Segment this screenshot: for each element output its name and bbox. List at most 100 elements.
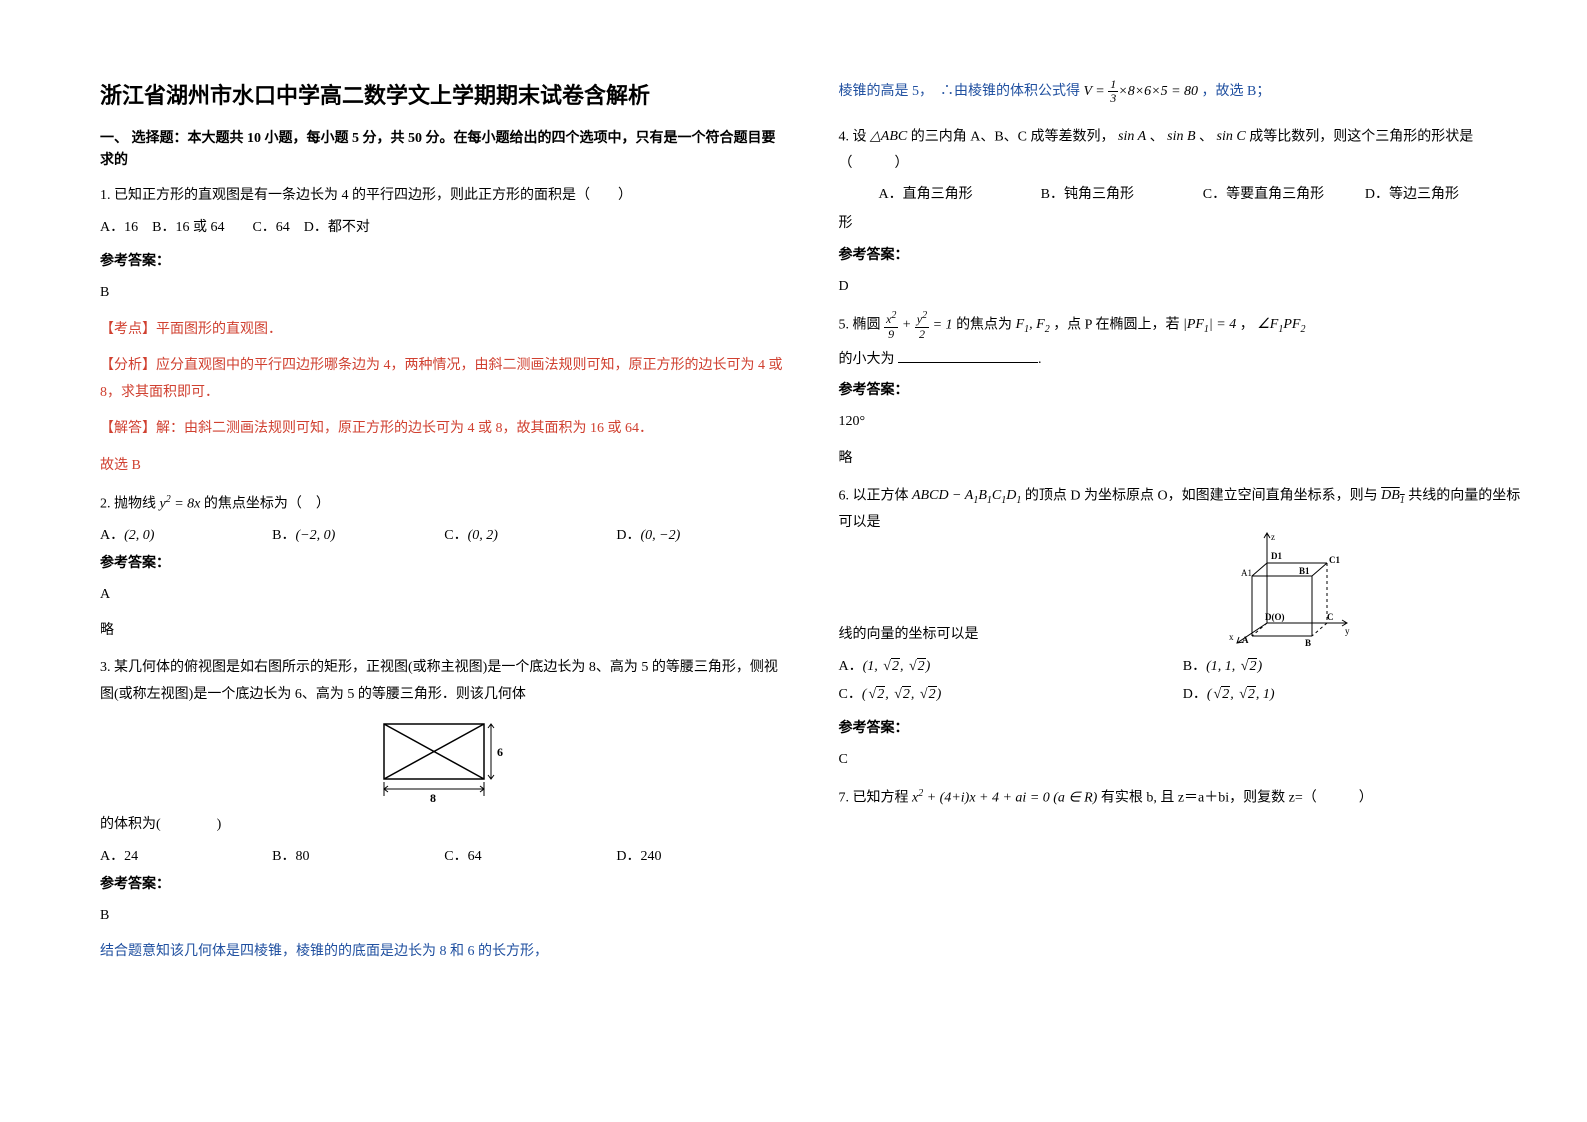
q2-opt-c: C．(0, 2) bbox=[444, 524, 616, 544]
q5-answer-label: 参考答案： bbox=[839, 379, 1528, 399]
q3-analysis: 结合题意知该几何体是四棱锥，棱锥的的底面是边长为 8 和 6 的长方形， bbox=[100, 939, 789, 966]
q4-sinA: sin A bbox=[1118, 124, 1146, 151]
q6-opt-d: D．(2, 2, 1) bbox=[1183, 683, 1527, 703]
section-1-header: 一、 选择题：本大题共 10 小题，每小题 5 分，共 50 分。在每小题给出的… bbox=[100, 128, 789, 173]
q6-line2: 线的向量的坐标可以是 bbox=[839, 622, 1528, 649]
svg-text:z: z bbox=[1271, 532, 1275, 542]
q2-answer-label: 参考答案： bbox=[100, 552, 789, 572]
q2-opt-b: B．(−2, 0) bbox=[272, 524, 444, 544]
q1-analysis-1: 【考点】平面图形的直观图． bbox=[100, 317, 789, 344]
col2-line1-b: ，故选 B； bbox=[1202, 84, 1271, 99]
q3-options: A．24 B．80 C．64 D．240 bbox=[100, 845, 789, 865]
q5-t4: ， bbox=[1240, 318, 1254, 333]
q4-opt-c: C．等要直角三角形 bbox=[1203, 183, 1365, 203]
q4-t2: 的三内角 A、B、C 成等差数列， bbox=[911, 129, 1115, 144]
svg-text:C1: C1 bbox=[1329, 555, 1340, 565]
q6-opt-b: B．(1, 1, 2) bbox=[1183, 655, 1527, 675]
svg-text:D(O): D(O) bbox=[1265, 612, 1285, 622]
q4-opt-b: B．钝角三角形 bbox=[1041, 183, 1203, 203]
q3-answer-letter: B bbox=[100, 903, 789, 930]
svg-text:D1: D1 bbox=[1271, 551, 1282, 561]
q6-opt-c: C．(2, 2, 2) bbox=[839, 683, 1183, 703]
q3-opt-d: D．240 bbox=[616, 845, 788, 865]
q5-cond: |PF1| = 4 bbox=[1183, 312, 1236, 339]
q7-formula: x2 + (4+i)x + 4 + ai = 0 (a ∈ R) bbox=[912, 784, 1097, 812]
left-column: 浙江省湖州市水口中学高二数学文上学期期末试卷含解析 一、 选择题：本大题共 10… bbox=[100, 78, 789, 976]
svg-text:B: B bbox=[1305, 638, 1311, 648]
q4-answer-letter: D bbox=[839, 274, 1528, 301]
q6-text: 6. 以正方体 ABCD − A1B1C1D1 的顶点 D 为坐标原点 O，如图… bbox=[839, 483, 1528, 537]
q5-t5: 的小大为 bbox=[839, 352, 895, 367]
svg-text:A: A bbox=[1242, 635, 1249, 645]
q1-options: A．16 B．16 或 64 C．64 D．都不对 bbox=[100, 215, 789, 242]
q5-blank-line: 的小大为 . bbox=[839, 347, 1528, 374]
q3-answer-label: 参考答案： bbox=[100, 873, 789, 893]
q7-t2: 有实根 b, 且 z＝a＋bi，则复数 z=（ ） bbox=[1101, 790, 1373, 805]
q1-analysis-3: 【解答】解：由斜二测画法规则可知，原正方形的边长可为 4 或 8，故其面积为 1… bbox=[100, 416, 789, 443]
q3-dim-6: 6 bbox=[497, 745, 503, 759]
q2-options: A．(2, 0) B．(−2, 0) C．(0, 2) D．(0, −2) bbox=[100, 524, 789, 544]
q4-opt-a: A．直角三角形 bbox=[879, 183, 1041, 203]
col2-volume-formula: V = 13×8×6×5 = 80 bbox=[1084, 78, 1199, 106]
q2-opt-d: D．(0, −2) bbox=[616, 524, 788, 544]
q6-vector: DB1 bbox=[1381, 483, 1405, 510]
q3-text: 3. 某几何体的俯视图是如右图所示的矩形，正视图(或称主视图)是一个底边长为 8… bbox=[100, 655, 789, 708]
q6-cube-name: ABCD − A1B1C1D1 bbox=[912, 483, 1021, 510]
q2-text: 2. 抛物线 y2 = 8x 的焦点坐标为（ ） bbox=[100, 490, 789, 518]
q2-text-b: 的焦点坐标为（ ） bbox=[204, 496, 330, 511]
q4-text4: 形 bbox=[839, 211, 1528, 238]
q6-t1: 6. 以正方体 bbox=[839, 488, 913, 503]
q4-sinC: sin C bbox=[1217, 124, 1246, 151]
q4-options: A．直角三角形 B．钝角三角形 C．等要直角三角形 D．等边三角形 bbox=[839, 183, 1528, 203]
svg-text:C: C bbox=[1327, 612, 1334, 622]
q1-answer-letter: B bbox=[100, 280, 789, 307]
q4-opt-d: D．等边三角形 bbox=[1365, 183, 1527, 203]
q5-analysis: 略 bbox=[839, 446, 1528, 473]
q6-options: A．(1, 2, 2) B．(1, 1, 2) C．(2, 2, 2) D．(2… bbox=[839, 655, 1528, 711]
q5-text: 5. 椭圆 x29 + y22 = 1 的焦点为 F1, F2 ，点 P 在椭圆… bbox=[839, 310, 1528, 340]
q3-dim-8: 8 bbox=[430, 791, 436, 804]
q3-continuation: 棱锥的高是 5， ∴由棱锥的体积公式得 V = 13×8×6×5 = 80 ，故… bbox=[839, 78, 1528, 106]
col2-line1-a: 棱锥的高是 5， ∴由棱锥的体积公式得 bbox=[839, 84, 1081, 99]
q5-t3: ，点 P 在椭圆上，若 bbox=[1053, 318, 1179, 333]
q5-angle: ∠F1PF2 bbox=[1257, 312, 1305, 339]
q4-text: 4. 设 △ABC 的三内角 A、B、C 成等差数列， sin A 、 sin … bbox=[839, 124, 1528, 178]
q4-t1: 4. 设 bbox=[839, 129, 867, 144]
q1-analysis-2: 【分析】应分直观图中的平行四边形哪条边为 4，两种情况，由斜二测画法规则可知，原… bbox=[100, 353, 789, 406]
q6-answer-letter: C bbox=[839, 747, 1528, 774]
page-title: 浙江省湖州市水口中学高二数学文上学期期末试卷含解析 bbox=[100, 78, 789, 110]
svg-text:A1: A1 bbox=[1241, 568, 1252, 578]
q1-text: 1. 已知正方形的直观图是有一条边长为 4 的平行四边形，则此正方形的面积是（ … bbox=[100, 183, 789, 210]
q5-ellipse: x29 + y22 = 1 bbox=[884, 310, 953, 340]
q3-opt-a: A．24 bbox=[100, 845, 272, 865]
q6-answer-label: 参考答案： bbox=[839, 717, 1528, 737]
q5-t2: 的焦点为 bbox=[956, 318, 1012, 333]
q1-answer-label: 参考答案： bbox=[100, 250, 789, 270]
q5-answer-value: 120° bbox=[839, 409, 1528, 436]
q3-opt-c: C．64 bbox=[444, 845, 616, 865]
svg-text:x: x bbox=[1229, 632, 1234, 642]
q5-foci: F1, F2 bbox=[1016, 312, 1050, 339]
q2-analysis: 略 bbox=[100, 618, 789, 645]
q2-text-a: 2. 抛物线 bbox=[100, 496, 156, 511]
q2-formula: y2 = 8x bbox=[160, 490, 201, 518]
svg-text:B1: B1 bbox=[1299, 566, 1310, 576]
right-column: 棱锥的高是 5， ∴由棱锥的体积公式得 V = 13×8×6×5 = 80 ，故… bbox=[839, 78, 1528, 976]
q5-blank bbox=[898, 349, 1038, 363]
q2-opt-a: A．(2, 0) bbox=[100, 524, 272, 544]
q6-t2: 的顶点 D 为坐标原点 O，如图建立空间直角坐标系，则与 bbox=[1025, 488, 1381, 503]
q2-answer-letter: A bbox=[100, 582, 789, 609]
q5-t1: 5. 椭圆 bbox=[839, 318, 885, 333]
q4-answer-label: 参考答案： bbox=[839, 244, 1528, 264]
q3-diagram: 6 8 bbox=[364, 714, 524, 804]
q7-text: 7. 已知方程 x2 + (4+i)x + 4 + ai = 0 (a ∈ R)… bbox=[839, 784, 1528, 812]
q6-opt-a: A．(1, 2, 2) bbox=[839, 655, 1183, 675]
q6-diagram: z x y bbox=[1227, 528, 1357, 648]
q1-analysis-4: 故选 B bbox=[100, 453, 789, 480]
svg-text:y: y bbox=[1345, 626, 1350, 636]
q3-text2: 的体积为( ) bbox=[100, 812, 789, 839]
q4-sinB: sin B bbox=[1167, 124, 1195, 151]
q4-triangle: △ABC bbox=[870, 124, 907, 151]
q3-opt-b: B．80 bbox=[272, 845, 444, 865]
q7-t1: 7. 已知方程 bbox=[839, 790, 913, 805]
